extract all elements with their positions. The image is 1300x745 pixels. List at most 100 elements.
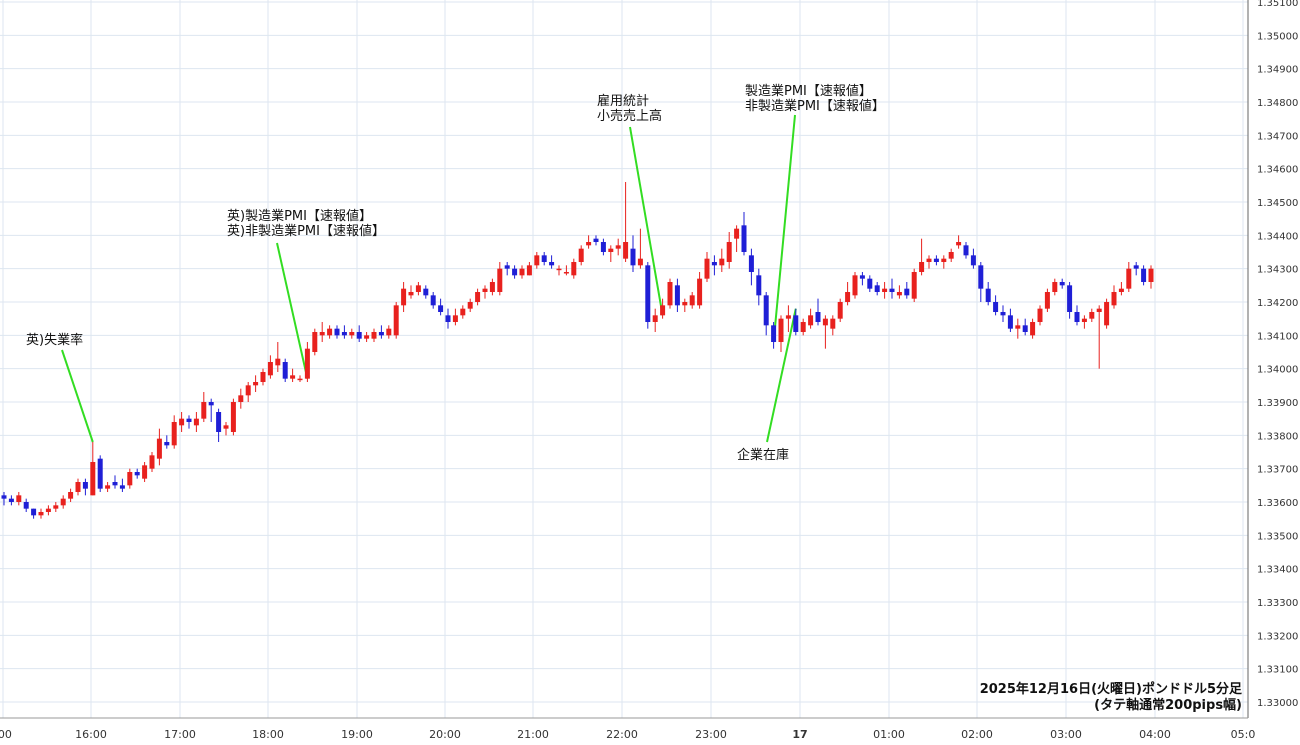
candle-body <box>97 458 103 489</box>
annotation-line-text: 英)非製造業PMI【速報値】 <box>227 224 385 239</box>
x-tick-label: 18:00 <box>252 728 284 741</box>
annotation-pointer-line <box>772 114 796 343</box>
candle-body <box>845 292 851 302</box>
candle-body <box>682 302 688 306</box>
candle-body <box>763 295 769 326</box>
candle-body <box>371 332 377 339</box>
candle-body <box>1067 285 1073 312</box>
annotation-line-text: 製造業PMI【速報値】 <box>745 84 872 99</box>
candle-body <box>401 288 407 306</box>
candle-body <box>319 332 325 336</box>
candle-body <box>956 242 962 246</box>
candle-body <box>859 275 865 279</box>
candle-body <box>674 285 680 306</box>
candle-body <box>748 255 754 272</box>
y-tick-label: 1.33100 <box>1257 665 1298 676</box>
candle-body <box>105 485 111 489</box>
candle-body <box>1030 322 1036 336</box>
annotation-business-inventories: 企業在庫 <box>737 448 789 463</box>
candle-body <box>867 278 873 289</box>
candle-body <box>378 332 384 336</box>
candle-body <box>941 258 947 262</box>
candle-body <box>415 285 421 292</box>
y-tick-label: 1.34200 <box>1257 298 1298 309</box>
candle-body <box>201 402 207 419</box>
candle-body <box>364 335 370 339</box>
y-tick-label: 1.34300 <box>1257 265 1298 276</box>
candle-body <box>852 275 858 296</box>
y-tick-label: 1.34500 <box>1257 198 1298 209</box>
candle-body <box>970 255 976 266</box>
candle-body <box>1044 292 1050 309</box>
candle-body <box>978 265 984 289</box>
candle-body <box>282 362 288 379</box>
candle-body <box>164 442 170 446</box>
candle-body <box>593 238 599 242</box>
candle-body <box>1015 325 1021 329</box>
candle-body <box>186 418 192 422</box>
candle-body <box>933 258 939 262</box>
candle-body <box>623 242 629 259</box>
candle-body <box>615 245 621 249</box>
candle-body <box>519 268 525 276</box>
candle-body <box>1148 268 1154 282</box>
candle-body <box>549 262 555 266</box>
candle-body <box>793 315 799 332</box>
candle-body <box>179 418 185 426</box>
candle-body <box>785 315 791 319</box>
candle-body <box>504 265 510 269</box>
candle-body <box>460 308 466 316</box>
candle-body <box>904 288 910 296</box>
annotation-us-jobs-retail: 雇用統計 小売売上高 <box>597 94 662 124</box>
y-tick-label: 1.35000 <box>1257 31 1298 42</box>
candle-body <box>208 402 214 406</box>
y-tick-label: 1.34900 <box>1257 65 1298 76</box>
candle-body <box>837 302 843 319</box>
candle-body <box>290 375 296 379</box>
candle-body <box>1096 308 1102 312</box>
candle-body <box>556 268 562 271</box>
candle-body <box>719 258 725 266</box>
candle-body <box>630 248 636 266</box>
annotation-pointer-line <box>61 349 94 443</box>
y-tick-label: 1.33400 <box>1257 565 1298 576</box>
x-tick-label: 23:00 <box>695 728 727 741</box>
candle-body <box>1074 312 1080 322</box>
annotation-line-text: 英)製造業PMI【速報値】 <box>227 209 372 224</box>
candle-body <box>1007 315 1013 329</box>
y-tick-label: 1.35100 <box>1257 0 1298 9</box>
candle-body <box>45 508 51 512</box>
candle-body <box>253 382 259 386</box>
candle-body <box>482 288 488 292</box>
candle-body <box>512 268 518 276</box>
annotation-pointer-line <box>766 308 797 443</box>
candle-body <box>53 505 59 509</box>
candle-body <box>926 258 932 262</box>
x-tick-label: 22:00 <box>606 728 638 741</box>
y-tick-label: 1.34100 <box>1257 331 1298 342</box>
candle-body <box>993 302 999 312</box>
candle-body <box>31 508 37 516</box>
candle-body <box>75 482 81 492</box>
candle-body <box>149 455 155 469</box>
y-tick-label: 1.33600 <box>1257 498 1298 509</box>
candle-body <box>312 332 318 352</box>
candle-body <box>985 288 991 302</box>
candle-body <box>1104 302 1110 326</box>
candle-body <box>171 422 177 446</box>
y-tick-label: 1.34800 <box>1257 98 1298 109</box>
y-tick-label: 1.33500 <box>1257 531 1298 542</box>
candle-body <box>156 438 162 459</box>
candle-body <box>134 472 140 476</box>
candles-layer <box>1 182 1154 519</box>
x-tick-label: :00 <box>0 728 12 741</box>
candle-body <box>711 262 717 266</box>
candle-body <box>223 425 229 429</box>
candle-body <box>297 378 303 381</box>
chart-subtitle: (タテ軸通常200pips幅) <box>1094 698 1242 713</box>
candle-body <box>874 285 880 292</box>
candle-body <box>16 495 22 502</box>
chart-caption: 2025年12月16日(火曜日)ポンドドル5分足 (タテ軸通常200pips幅) <box>980 682 1242 714</box>
candle-body <box>645 265 651 322</box>
